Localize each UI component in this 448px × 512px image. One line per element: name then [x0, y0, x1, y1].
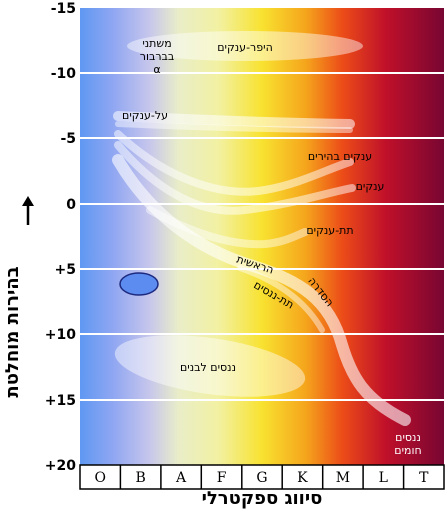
y-tick-label: -5: [60, 131, 76, 147]
y-tick-label: +5: [55, 262, 76, 278]
y-tick-label: +10: [45, 327, 76, 343]
y-axis-title: בהירות מוחלטת: [2, 266, 23, 397]
y-axis: -15 -10 -5 0 +5 +10 +15 +20: [45, 1, 76, 474]
main-sequence-band: [112, 154, 411, 426]
x-tick-label: A: [175, 470, 187, 486]
y-tick-label: -15: [51, 1, 76, 17]
subgiants-label: תת-ענקים: [306, 224, 353, 237]
x-tick-label: B: [136, 470, 146, 486]
supergiants-label: על-ענקים: [122, 109, 168, 122]
brown-dwarfs-label-2: חומים: [394, 444, 421, 457]
up-arrow-icon: [22, 196, 34, 225]
y-tick-label: -10: [51, 66, 77, 82]
white-dwarfs-region: [114, 335, 306, 397]
x-tick-label: G: [256, 470, 267, 486]
white-dwarfs-label: ננסים לבנים: [180, 361, 236, 374]
brown-dwarfs-label-1: ננסים: [395, 431, 421, 444]
x-tick-label: L: [379, 470, 388, 486]
subdwarfs-band: [237, 265, 325, 333]
giants-band: [114, 141, 356, 215]
supergiants-band: [113, 111, 355, 129]
x-tick-label: T: [419, 470, 429, 486]
giants-label: ענקים: [356, 180, 385, 193]
plot-background: [80, 8, 444, 465]
hypergiants-region: [127, 31, 363, 61]
x-tick-label: O: [94, 470, 105, 486]
bright-giants-band: [114, 130, 354, 196]
blue-variable-marker: [119, 272, 159, 296]
y-tick-label: 0: [66, 197, 76, 213]
x-axis-title: סיווג ספקטרלי: [202, 488, 323, 509]
x-tick-label: K: [297, 470, 308, 486]
x-axis-frame: [79, 464, 445, 490]
variables-label-2: בברבור: [140, 50, 175, 63]
variables-label-1: משתני: [142, 37, 171, 50]
y-tick-label: +20: [45, 458, 76, 474]
bright-giants-label: ענקים בהירים: [308, 150, 372, 163]
x-axis: O B A F G K M L T: [79, 464, 445, 490]
hypergiants-label: היפר-ענקים: [217, 41, 273, 54]
x-tick-label: M: [336, 470, 350, 486]
y-tick-label: +15: [45, 393, 76, 409]
variables-label-3: α: [153, 63, 160, 76]
supergiants-band-2: [115, 121, 353, 133]
x-tick-label: F: [217, 470, 227, 486]
star-regions: [112, 31, 411, 426]
